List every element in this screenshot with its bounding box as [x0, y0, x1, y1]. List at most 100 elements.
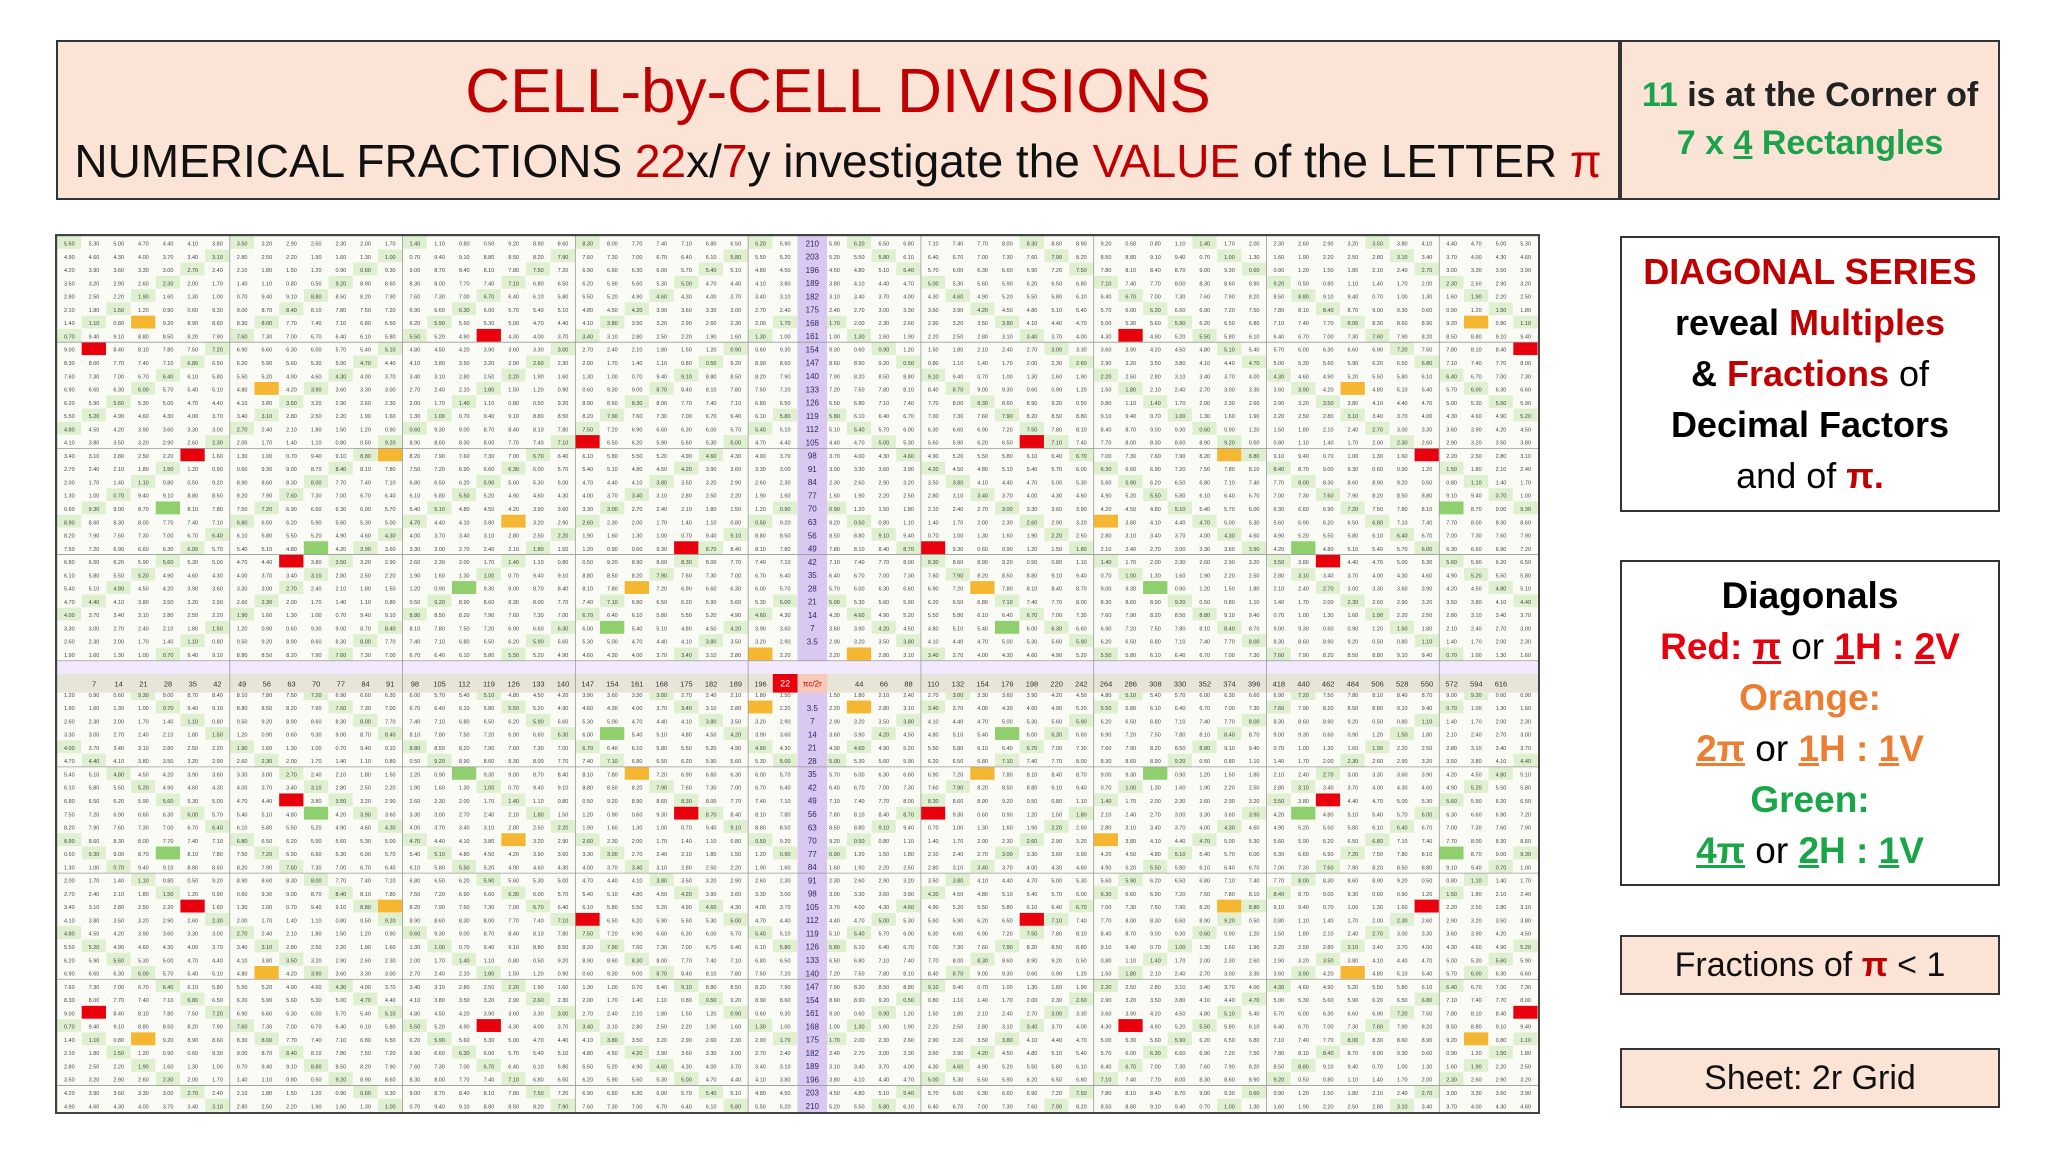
grid-cell-text: 1.40: [64, 321, 75, 327]
grid-cell-text: 1.60: [1175, 573, 1186, 579]
grid-cell-text: 2.60: [582, 520, 593, 526]
grid-cell: [846, 302, 872, 316]
grid-cell-text: 6.80: [1199, 480, 1210, 486]
grid-cell-text: 5.00: [1051, 480, 1062, 486]
grid-cell-text: 8.00: [360, 719, 371, 725]
grid-cell: [1513, 289, 1538, 302]
grid-cell-text: 1.70: [385, 242, 396, 248]
grid-cell-text: 2.80: [113, 454, 124, 460]
grid-cell-text: 2.60: [903, 321, 914, 327]
grid-cell-text: 3.80: [311, 560, 322, 566]
grid-cell-text: 4.30: [607, 653, 618, 659]
grid-cell-text: 7.30: [1076, 746, 1087, 752]
grid-cell-text: 7.30: [706, 573, 717, 579]
grid-cell-text: 0.90: [1002, 547, 1013, 553]
grid-cell-text: 5.10: [1175, 507, 1186, 513]
grid-cell: [205, 275, 230, 289]
grid-cell-text: 5.10: [1520, 772, 1531, 778]
grid-cell-text: 6.60: [1298, 507, 1309, 513]
grid-cell-text: 7.60: [1150, 454, 1161, 460]
grid-cell-text: 9.30: [484, 772, 495, 778]
grid-cell-text: 6.90: [1496, 547, 1507, 553]
grid-cell: [624, 315, 649, 329]
grid-cell-text: 2.10: [632, 348, 643, 354]
grid-cell-text: 9.20: [385, 441, 396, 447]
grid-cell: [1044, 328, 1069, 342]
grid-cell: [698, 262, 724, 276]
grid-cell: [254, 289, 279, 302]
grid-cell: [1439, 236, 1464, 249]
grid-cell-text: 5.60: [1051, 719, 1062, 725]
grid-cell-text: 4.20: [64, 268, 75, 274]
grid-cell-text: 6.10: [977, 613, 988, 619]
grid-cell: [970, 342, 995, 356]
grid-cell-text: 2.80: [1101, 534, 1112, 540]
grid-cell-text: 6.40: [1175, 653, 1186, 659]
grid-cell-text: 7.60: [237, 334, 248, 340]
grid-cell-text: 7.80: [607, 772, 618, 778]
grid-cell-text: 7.70: [1496, 361, 1507, 367]
grid-cell-text: 5.70: [1051, 467, 1062, 473]
grid-cell-text: 8.80: [1027, 573, 1038, 579]
grid-cell-text: 1.10: [1076, 560, 1087, 566]
grid-cell-text: 8.80: [706, 374, 717, 380]
grid-cell-text: 3.30: [64, 626, 75, 632]
grid-cell: [1463, 249, 1489, 263]
grid-cell-text: 0.50: [533, 401, 544, 407]
grid-cell-text: 7.20: [829, 388, 840, 394]
grid-cell-text: 3.90: [1125, 348, 1136, 354]
grid-cell-text: 7.60: [508, 613, 519, 619]
grid-cell: [1044, 236, 1069, 249]
grid-cell-text: 3.80: [1175, 361, 1186, 367]
grid-cell: [180, 315, 205, 329]
grid-cell-text: 0.90: [212, 467, 223, 473]
grid-cell-text: 7.30: [607, 255, 618, 261]
grid-cell-text: 4.40: [89, 759, 100, 765]
grid-cell-text: 9.10: [681, 374, 692, 380]
grid-cell-text: 3.90: [1422, 772, 1433, 778]
grid-cell-text: 2.80: [1372, 255, 1383, 261]
grid-cell-text: 7.30: [360, 706, 371, 712]
grid-cell-text: 1.30: [1323, 613, 1334, 619]
grid-cell-text: 7.00: [1446, 534, 1457, 540]
grid-cell-text: 1.30: [113, 706, 124, 712]
grid-cell-text: 8.10: [1372, 693, 1383, 699]
grid-cell: [1069, 302, 1094, 316]
grid-cell: [1241, 302, 1267, 316]
grid-cell-text: 1.30: [1496, 653, 1507, 659]
grid-cell-text: 3.60: [212, 587, 223, 593]
grid-cell-text: 7.40: [410, 719, 421, 725]
grid-cell: [81, 328, 106, 342]
grid-cell-text: 6.70: [1471, 374, 1482, 380]
grid-cell-text: 9.00: [459, 427, 470, 433]
grid-cell-text: 6.00: [410, 693, 421, 699]
grid-cell-text: 9.30: [1002, 388, 1013, 394]
grid-cell-text: 5.80: [1348, 534, 1359, 540]
grid-cell-text: 3.60: [508, 348, 519, 354]
grid-cell-text: 5.40: [706, 268, 717, 274]
grid-cell: [994, 328, 1020, 342]
grid-cell-text: 3.70: [1520, 746, 1531, 752]
grid-cell: [1365, 289, 1390, 302]
grid-cell-text: 9.20: [607, 560, 618, 566]
grid-cell-text: 8.50: [434, 746, 445, 752]
grid-cell-text: 3.90: [1027, 693, 1038, 699]
grid-cell-text: 8.50: [1002, 573, 1013, 579]
grid-cell-text: 1.90: [1372, 746, 1383, 752]
grid-cell: [920, 328, 946, 342]
grid-cell-text: 4.40: [656, 640, 667, 646]
grid-cell-text: 1.50: [163, 467, 174, 473]
grid-cell-text: 4.20: [928, 467, 939, 473]
grid-cell-text: 4.00: [755, 454, 766, 460]
grid-cell-text: 8.10: [237, 693, 248, 699]
grid-cell-text: 4.60: [89, 255, 100, 261]
grid-cell-text: 5.10: [484, 693, 495, 699]
grid-cell-text: 3.10: [484, 534, 495, 540]
grid-cell-text: 9.00: [1323, 467, 1334, 473]
grid-cell-text: 9.30: [656, 547, 667, 553]
grid-cell-text: 6.80: [1076, 281, 1087, 287]
grid-cell-text: 5.60: [879, 600, 890, 606]
grid-cell: [476, 236, 501, 249]
grid-cell-text: 1.80: [755, 693, 766, 699]
grid-cell: [501, 302, 526, 316]
